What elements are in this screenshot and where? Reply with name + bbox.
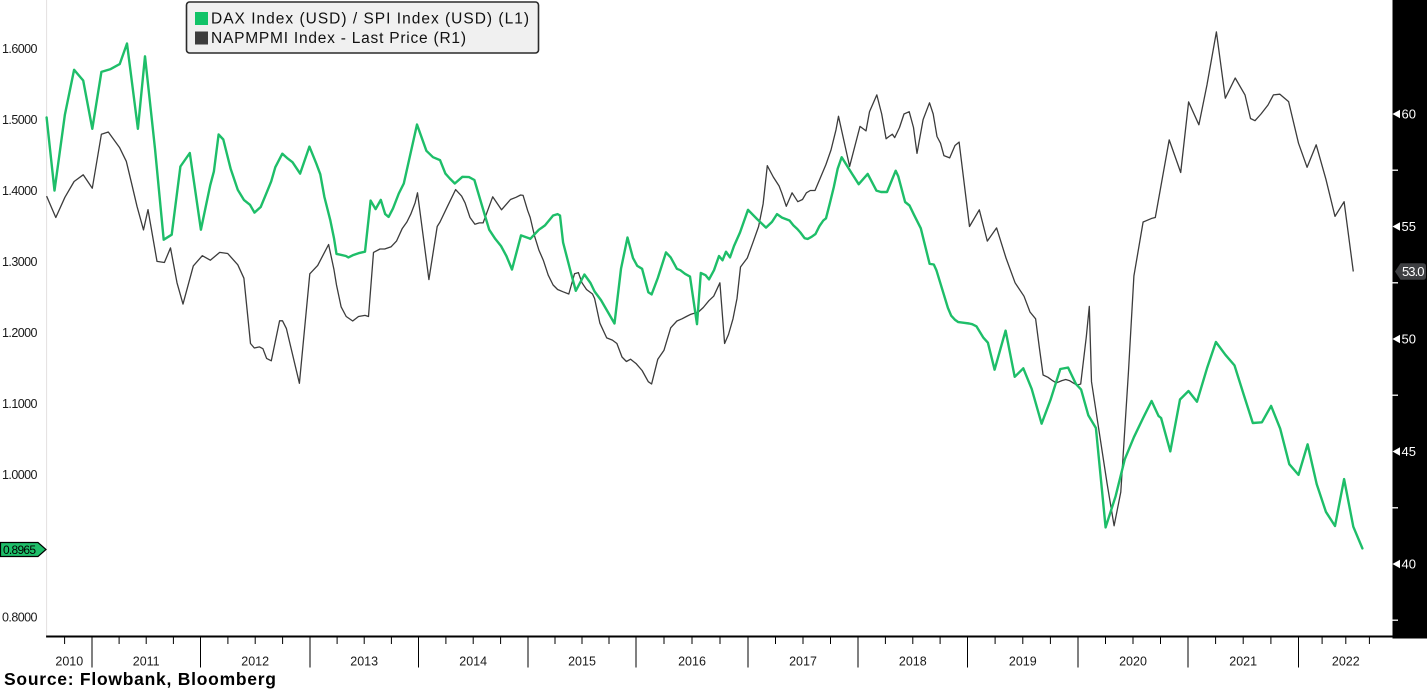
svg-text:53.0: 53.0: [1402, 264, 1425, 279]
svg-text:2014: 2014: [459, 655, 487, 669]
svg-text:Source: Flowbank, Bloomberg: Source: Flowbank, Bloomberg: [4, 669, 276, 689]
svg-text:1.5000: 1.5000: [2, 113, 38, 127]
svg-text:50: 50: [1402, 332, 1416, 347]
svg-text:2016: 2016: [678, 655, 706, 669]
svg-text:45: 45: [1402, 444, 1416, 459]
svg-text:2017: 2017: [789, 655, 817, 669]
svg-text:2015: 2015: [568, 655, 596, 669]
svg-text:2018: 2018: [899, 655, 927, 669]
svg-text:2011: 2011: [133, 655, 160, 669]
svg-text:1.4000: 1.4000: [2, 184, 38, 198]
svg-text:0.8000: 0.8000: [2, 610, 38, 624]
svg-text:1.6000: 1.6000: [2, 42, 38, 56]
svg-text:2013: 2013: [350, 655, 378, 669]
svg-text:2022: 2022: [1332, 655, 1360, 669]
svg-text:NAPMPMI Index - Last Price (R1: NAPMPMI Index - Last Price (R1): [211, 30, 466, 47]
svg-text:1.0000: 1.0000: [2, 468, 38, 482]
svg-text:2021: 2021: [1229, 655, 1257, 669]
svg-text:1.3000: 1.3000: [2, 255, 38, 269]
svg-text:55: 55: [1402, 219, 1416, 234]
svg-text:1.1000: 1.1000: [2, 397, 38, 411]
svg-text:60: 60: [1402, 107, 1416, 122]
svg-text:1.2000: 1.2000: [2, 326, 38, 340]
svg-text:2019: 2019: [1009, 655, 1037, 669]
svg-text:2010: 2010: [55, 655, 83, 669]
svg-text:40: 40: [1402, 557, 1416, 572]
svg-text:2020: 2020: [1119, 655, 1147, 669]
svg-text:DAX Index (USD) / SPI Index (U: DAX Index (USD) / SPI Index (USD) (L1): [211, 11, 529, 28]
svg-text:0.8965: 0.8965: [3, 543, 36, 557]
svg-text:2012: 2012: [241, 655, 269, 669]
